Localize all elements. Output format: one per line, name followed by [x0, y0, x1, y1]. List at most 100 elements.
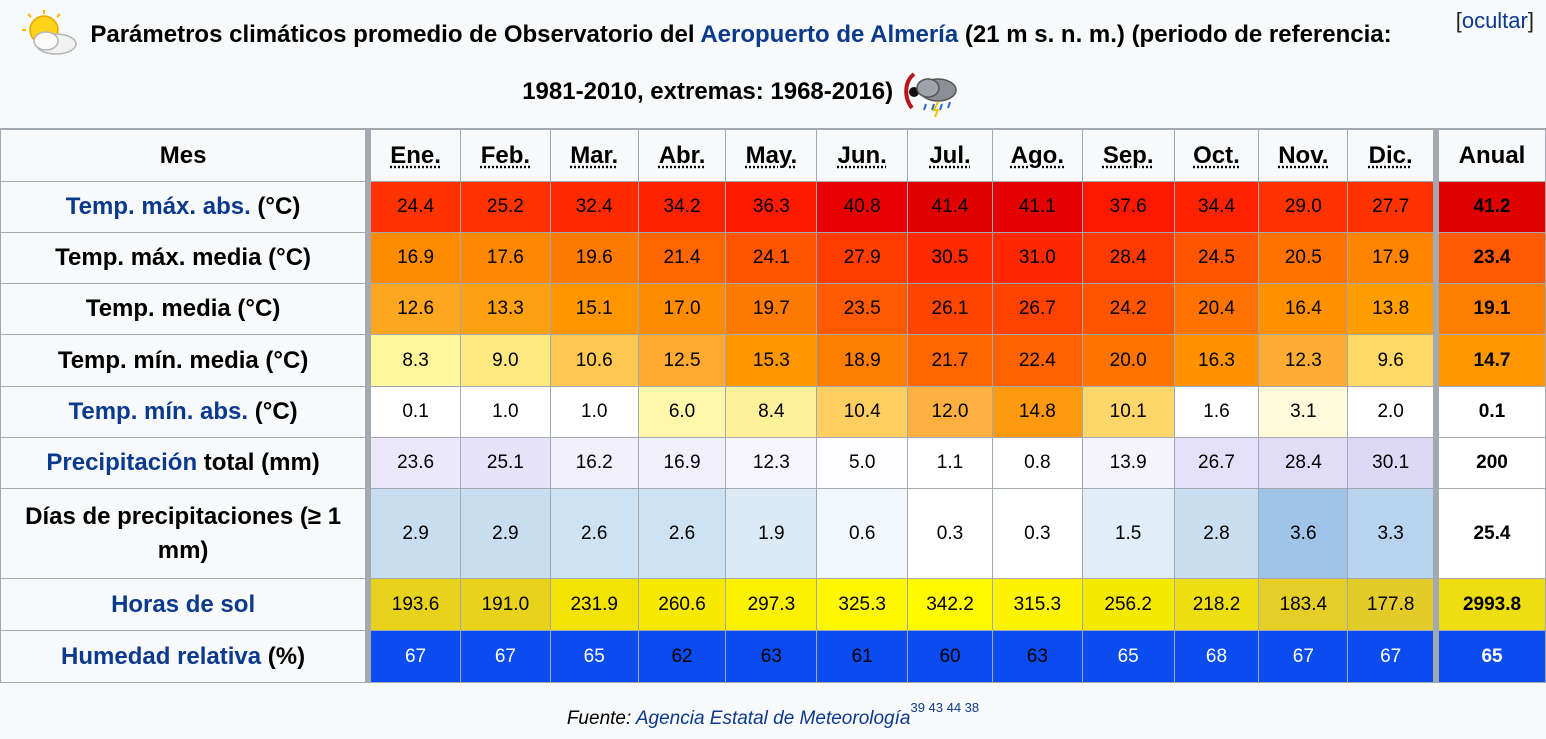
- mean-min-temp-cell: 15.3: [726, 335, 817, 387]
- month-header-sep: Sep.: [1082, 130, 1174, 182]
- sunshine-hours-annual-cell: 2993.8: [1439, 579, 1546, 631]
- mean-temp-cell: 26.7: [992, 284, 1082, 335]
- sunshine-hours-row: Horas de sol 193.6 191.0 231.9 260.6 297.3 325…: [1, 579, 1546, 631]
- sunshine-hours-cell: 218.2: [1174, 579, 1259, 631]
- relative-humidity-cell: 67: [460, 631, 550, 683]
- precipitation-label-text: total (mm): [197, 449, 320, 476]
- storm-rain-icon: [900, 68, 960, 118]
- sunshine-hours-label-link[interactable]: Horas de sol: [111, 591, 255, 618]
- precipitation-cell: 30.1: [1348, 438, 1434, 489]
- mean-temp-cell: 20.4: [1174, 284, 1259, 335]
- precipitation-days-cell: 0.3: [992, 489, 1082, 579]
- relative-humidity-label: Humedad relativa (%): [1, 631, 366, 683]
- relative-humidity-cell: 63: [992, 631, 1082, 683]
- precipitation-days-cell: 3.3: [1348, 489, 1434, 579]
- hide-toggle[interactable]: [ocultar]: [1456, 8, 1534, 34]
- precipitation-row: Precipitación total (mm) 23.6 25.1 16.2 16.9…: [1, 438, 1546, 489]
- mean-temp-row: Temp. media (°C) 12.6 13.3 15.1 17.0 19.7 23.5…: [1, 284, 1546, 335]
- month-header-label: Mes: [1, 130, 366, 182]
- mean-temp-cell: 26.1: [908, 284, 993, 335]
- relative-humidity-cell: 67: [371, 631, 461, 683]
- sunshine-hours-cell: 325.3: [817, 579, 908, 631]
- abs-max-temp-cell: 34.4: [1174, 182, 1259, 233]
- precipitation-days-cell: 2.9: [460, 489, 550, 579]
- mean-min-temp-cell: 12.5: [638, 335, 726, 387]
- relative-humidity-cell: 68: [1174, 631, 1259, 683]
- precipitation-cell: 25.1: [460, 438, 550, 489]
- sunshine-hours-cell: 315.3: [992, 579, 1082, 631]
- mean-temp-cell: 15.1: [550, 284, 638, 335]
- mean-max-temp-cell: 31.0: [992, 233, 1082, 284]
- precipitation-cell: 23.6: [371, 438, 461, 489]
- sunshine-hours-cell: 177.8: [1348, 579, 1434, 631]
- month-header-row: Mes Ene. Feb. Mar. Abr. May. Jun. Jul. A…: [1, 130, 1546, 182]
- relative-humidity-cell: 61: [817, 631, 908, 683]
- annual-header: Anual: [1439, 130, 1546, 182]
- sunshine-hours-cell: 183.4: [1259, 579, 1348, 631]
- relative-humidity-cell: 65: [1082, 631, 1174, 683]
- mean-temp-annual-cell: 19.1: [1439, 284, 1546, 335]
- source-link[interactable]: Agencia Estatal de Meteorología: [636, 708, 911, 729]
- month-header-mar: Mar.: [550, 130, 638, 182]
- abs-min-temp-cell: 10.4: [817, 387, 908, 438]
- hide-link[interactable]: ocultar: [1462, 8, 1528, 33]
- mean-min-temp-cell: 18.9: [817, 335, 908, 387]
- abs-max-temp-label-text: (°C): [251, 193, 301, 220]
- mean-min-temp-cell: 20.0: [1082, 335, 1174, 387]
- abs-min-temp-cell: 1.0: [550, 387, 638, 438]
- mean-temp-cell: 24.2: [1082, 284, 1174, 335]
- sunshine-hours-label: Horas de sol: [1, 579, 366, 631]
- abs-max-temp-cell: 34.2: [638, 182, 726, 233]
- sunshine-hours-cell: 256.2: [1082, 579, 1174, 631]
- abs-max-temp-label-link[interactable]: Temp. máx. abs.: [66, 193, 251, 220]
- relative-humidity-label-text: (%): [261, 643, 305, 670]
- abs-max-temp-cell: 36.3: [726, 182, 817, 233]
- relative-humidity-label-link[interactable]: Humedad relativa: [61, 643, 261, 670]
- mean-max-temp-cell: 24.5: [1174, 233, 1259, 284]
- abs-max-temp-cell: 37.6: [1082, 182, 1174, 233]
- mean-max-temp-cell: 28.4: [1082, 233, 1174, 284]
- reference-marks[interactable]: 39 43 44 38: [910, 700, 979, 715]
- mean-max-temp-cell: 19.6: [550, 233, 638, 284]
- abs-max-temp-cell: 41.1: [992, 182, 1082, 233]
- mean-temp-label-text: Temp. media (°C): [86, 295, 281, 322]
- precipitation-days-cell: 1.5: [1082, 489, 1174, 579]
- precipitation-days-cell: 0.6: [817, 489, 908, 579]
- abs-max-temp-cell: 24.4: [371, 182, 461, 233]
- abs-min-temp-cell: 0.1: [371, 387, 461, 438]
- abs-min-temp-cell: 6.0: [638, 387, 726, 438]
- precipitation-cell: 16.9: [638, 438, 726, 489]
- precipitation-label-link[interactable]: Precipitación: [46, 449, 197, 476]
- table-footer: Fuente: Agencia Estatal de Meteorología3…: [0, 688, 1546, 728]
- abs-min-temp-cell: 2.0: [1348, 387, 1434, 438]
- relative-humidity-cell: 67: [1259, 631, 1348, 683]
- mean-max-temp-cell: 21.4: [638, 233, 726, 284]
- precipitation-days-label: Días de precipitaciones (≥ 1 mm): [1, 489, 366, 579]
- mean-temp-cell: 13.3: [460, 284, 550, 335]
- caption-text-prefix: Parámetros climáticos promedio de Observ…: [90, 21, 700, 48]
- precipitation-cell: 13.9: [1082, 438, 1174, 489]
- abs-min-temp-cell: 14.8: [992, 387, 1082, 438]
- abs-min-temp-cell: 8.4: [726, 387, 817, 438]
- precipitation-cell: 28.4: [1259, 438, 1348, 489]
- abs-max-temp-cell: 29.0: [1259, 182, 1348, 233]
- abs-max-temp-cell: 25.2: [460, 182, 550, 233]
- abs-min-temp-cell: 3.1: [1259, 387, 1348, 438]
- precipitation-cell: 16.2: [550, 438, 638, 489]
- weather-sun-cloud-icon: [18, 8, 80, 58]
- precipitation-cell: 1.1: [908, 438, 993, 489]
- precipitation-days-cell: 2.6: [638, 489, 726, 579]
- mean-max-temp-cell: 27.9: [817, 233, 908, 284]
- abs-min-temp-label-link[interactable]: Temp. mín. abs.: [68, 398, 248, 425]
- mean-temp-cell: 19.7: [726, 284, 817, 335]
- station-link[interactable]: Aeropuerto de Almería: [700, 21, 958, 48]
- abs-max-temp-cell: 32.4: [550, 182, 638, 233]
- mean-temp-cell: 16.4: [1259, 284, 1348, 335]
- abs-min-temp-label-text: (°C): [248, 398, 298, 425]
- relative-humidity-cell: 63: [726, 631, 817, 683]
- month-header-feb: Feb.: [460, 130, 550, 182]
- precipitation-cell: 5.0: [817, 438, 908, 489]
- mean-min-temp-cell: 16.3: [1174, 335, 1259, 387]
- mean-min-temp-annual-cell: 14.7: [1439, 335, 1546, 387]
- relative-humidity-cell: 62: [638, 631, 726, 683]
